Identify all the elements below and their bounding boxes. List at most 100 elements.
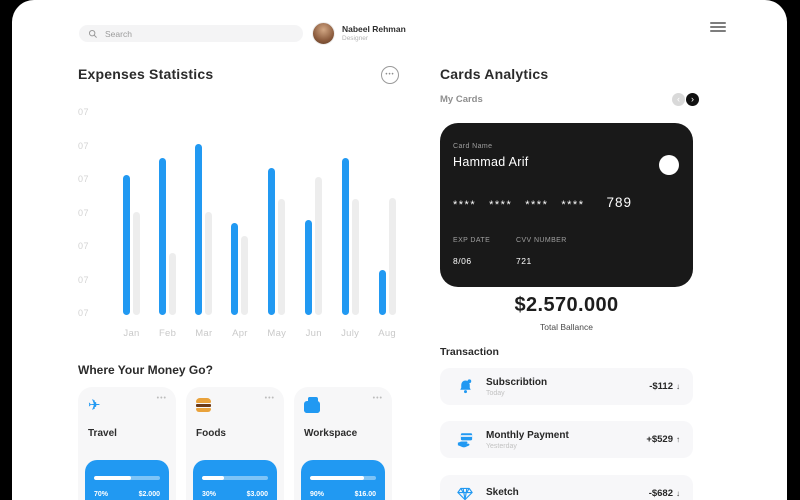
- amount-label: $3.000: [246, 491, 268, 498]
- money-card-title: Travel: [88, 428, 117, 439]
- card-number-group: ****: [489, 198, 513, 211]
- bell-icon: [453, 375, 477, 399]
- bar-expense: [341, 158, 349, 315]
- bar-group: Jun: [305, 104, 323, 339]
- bar-pair: [231, 104, 249, 315]
- x-tick-label: Apr: [232, 328, 248, 339]
- bar-group: Jan: [123, 104, 140, 339]
- transaction-row[interactable]: Monthly Payment Yesterday +$529 ↑: [440, 421, 693, 458]
- transaction-row[interactable]: Subscribtion Today -$112 ↓: [440, 368, 693, 405]
- percent-label: 90%: [310, 491, 325, 498]
- plane-icon: ✈: [88, 395, 101, 414]
- transaction-text: Subscribtion Today: [486, 377, 547, 397]
- transaction-title: Transaction: [440, 346, 499, 358]
- briefcase-icon: [304, 396, 320, 414]
- money-card-title: Foods: [196, 428, 226, 439]
- money-card-workspace[interactable]: ••• Workspace 90% $16.00: [294, 387, 392, 500]
- transaction-text: Monthly Payment Yesterday: [486, 430, 569, 450]
- bar-group: Feb: [158, 104, 177, 339]
- x-tick-label: Feb: [158, 328, 177, 339]
- money-title: Where Your Money Go?: [78, 363, 213, 377]
- transaction-amount: -$682 ↓: [648, 488, 680, 499]
- progress-track: [310, 476, 376, 480]
- percent-label: 30%: [202, 491, 217, 498]
- user-name: Nabeel Rehman: [342, 24, 406, 34]
- money-card-title: Workspace: [304, 428, 358, 439]
- y-tick-label: 07: [78, 308, 90, 318]
- bar-pair: [341, 104, 359, 315]
- diamond-icon: [453, 482, 477, 500]
- transaction-title: Sketch: [486, 487, 519, 498]
- bar-pair: [159, 104, 177, 315]
- money-card-panel: 30% $3.000: [193, 460, 277, 500]
- y-tick-label: 07: [78, 241, 90, 251]
- bar-expense: [123, 175, 130, 315]
- y-tick-label: 07: [78, 174, 90, 184]
- money-card-panel: 90% $16.00: [301, 460, 385, 500]
- y-tick-label: 07: [78, 274, 90, 285]
- bar-pair: [378, 104, 396, 315]
- card-name-label: Card Name: [453, 143, 493, 150]
- transaction-date: Today: [486, 389, 505, 397]
- money-card-stats: 30% $3.000: [202, 491, 268, 498]
- transaction-text: Sketch: [486, 487, 519, 500]
- transaction-amount: +$529 ↑: [646, 434, 680, 445]
- y-tick-label: 07: [78, 107, 90, 117]
- cards-analytics-title: Cards Analytics: [440, 66, 549, 82]
- card-number: **** **** **** **** 789: [453, 195, 632, 212]
- exp-date-value: 8/06: [453, 256, 472, 266]
- progress-track: [94, 476, 160, 480]
- transaction-title: Monthly Payment: [486, 429, 569, 441]
- app-canvas: Nabeel Rehman Designer Expenses Statisti…: [12, 0, 787, 500]
- next-card-button[interactable]: ›: [686, 93, 699, 106]
- money-card-foods[interactable]: ••• Foods 30% $3.000: [186, 387, 284, 500]
- amount-label: $16.00: [354, 491, 376, 498]
- money-cards: ✈ ••• Travel 70% $2.000 ••• Foods 30% $3.000 ••• W…: [78, 387, 392, 500]
- chart-plot: Jan Feb Mar Apr May Jun July Aug: [123, 104, 396, 339]
- expenses-chart: 07 07 07 07 07 07 07 Jan Feb Mar Apr May Jun July Aug: [78, 104, 398, 354]
- money-card-stats: 70% $2.000: [94, 491, 160, 498]
- bar-budget: [169, 253, 177, 315]
- card-more-button[interactable]: •••: [372, 395, 383, 402]
- card-circle-icon: [659, 155, 679, 175]
- card-more-button[interactable]: •••: [264, 395, 275, 402]
- search-bar[interactable]: [79, 25, 303, 42]
- amount-arrow-icon: ↓: [676, 382, 680, 391]
- cvv-value: 721: [516, 256, 532, 266]
- bar-budget: [133, 212, 140, 315]
- x-tick-label: Jan: [123, 328, 140, 339]
- menu-icon[interactable]: [710, 22, 726, 35]
- bar-group: Mar: [195, 104, 213, 339]
- transaction-row[interactable]: Sketch -$682 ↓: [440, 475, 693, 500]
- avatar[interactable]: [312, 22, 335, 45]
- money-card-travel[interactable]: ✈ ••• Travel 70% $2.000: [78, 387, 176, 500]
- transaction-amount: -$112 ↓: [649, 381, 680, 392]
- bar-expense: [231, 223, 239, 315]
- progress-fill: [202, 476, 225, 480]
- transaction-title: Subscribtion: [486, 376, 548, 388]
- bar-expense: [159, 158, 167, 315]
- card-more-button[interactable]: •••: [156, 395, 167, 402]
- expenses-more-button[interactable]: •••: [381, 66, 399, 84]
- prev-card-button[interactable]: ‹: [672, 93, 685, 106]
- money-card-panel: 70% $2.000: [85, 460, 169, 500]
- search-input[interactable]: [103, 27, 294, 40]
- bar-expense: [195, 144, 203, 315]
- bar-pair: [305, 104, 323, 315]
- amount-label: $2.000: [138, 491, 160, 498]
- x-tick-label: July: [341, 328, 360, 339]
- cvv-label: CVV NUMBER: [516, 237, 567, 244]
- bar-pair: [123, 104, 140, 315]
- progress-track: [202, 476, 268, 480]
- total-balance: $2.570.000: [514, 294, 619, 316]
- total-balance-label: Total Ballance: [540, 322, 593, 332]
- bar-group: July: [341, 104, 359, 339]
- money-card-stats: 90% $16.00: [310, 491, 376, 498]
- bar-group: Aug: [378, 104, 396, 339]
- amount-arrow-icon: ↓: [676, 489, 680, 498]
- user-role: Designer: [342, 35, 369, 42]
- x-tick-label: Mar: [195, 328, 213, 339]
- bar-budget: [241, 236, 249, 315]
- card-number-groups: **** **** **** ****: [453, 199, 598, 211]
- y-tick-label: 07: [78, 207, 90, 218]
